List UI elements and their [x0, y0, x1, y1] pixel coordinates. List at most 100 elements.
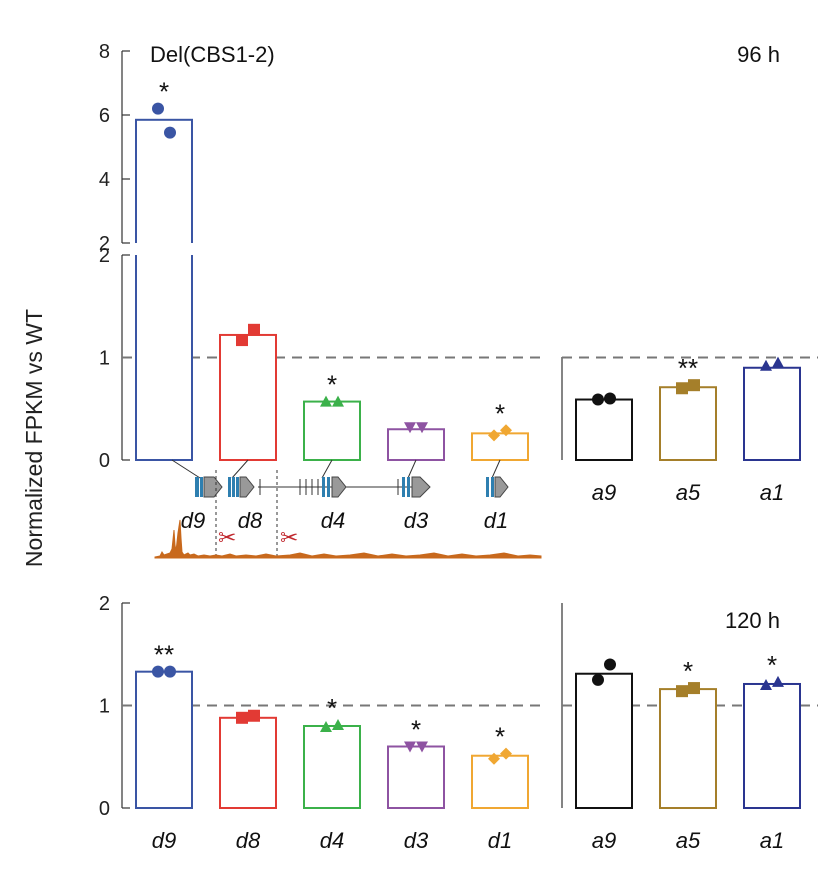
p1-ytick-lower-0: 0 — [99, 450, 110, 472]
coverage-track — [154, 519, 542, 559]
p1-ytick-lower-2: 2 — [99, 245, 110, 267]
point-d9-p2-1 — [152, 665, 164, 678]
bar-d9-p2 — [135, 670, 193, 809]
p2-ytick-0: 0 — [99, 798, 110, 820]
category-label-a9-p2: a9 — [592, 828, 616, 853]
point-d4-p2-1 — [320, 721, 332, 733]
axis-break-gap — [133, 243, 195, 255]
p1-ytick-upper-6: 6 — [99, 105, 110, 127]
point-d3-p1-1 — [404, 422, 416, 434]
category-label-a1-p1: a1 — [760, 480, 784, 505]
bar-a9-p1 — [575, 398, 633, 461]
point-a9-p1-1 — [592, 393, 604, 406]
point-a1-p1-1 — [760, 359, 772, 371]
significance-d9-p2: ** — [154, 640, 174, 670]
bar-a5-p1 — [659, 386, 717, 462]
bar-d1-p1 — [471, 432, 529, 462]
p1-ytick-upper-2: 2 — [99, 233, 110, 255]
point-d9-p1-1 — [152, 102, 164, 115]
category-label-a5-p2: a5 — [676, 828, 701, 853]
category-label-d9-p2: d9 — [152, 828, 176, 853]
scissors-icon: ✂ — [218, 525, 236, 550]
gene-d1 — [486, 476, 509, 498]
bar-a1-p2 — [743, 682, 801, 809]
gene-d4 — [299, 476, 347, 498]
point-a5-p1-2 — [688, 379, 700, 392]
point-d4-p1-2 — [332, 395, 344, 407]
point-d8-p2-2 — [248, 709, 260, 722]
point-d8-p2-1 — [236, 711, 248, 724]
p1-ytick-upper-8: 8 — [99, 41, 110, 63]
point-d9-p2-2 — [164, 665, 176, 678]
category-label-d1-p2: d1 — [488, 828, 512, 853]
panel-time-96h: 96 h — [737, 42, 780, 67]
point-a9-p1-2 — [604, 392, 616, 405]
point-d4-p2-2 — [332, 718, 344, 730]
locus-label-d1: d1 — [484, 508, 508, 533]
gene-d8 — [228, 476, 261, 498]
p2-ytick-1: 1 — [99, 696, 110, 718]
locus-label-d9: d9 — [181, 508, 205, 533]
significance-d9-p1: * — [159, 77, 169, 107]
significance-d1-p1: * — [495, 398, 505, 428]
bar-a9-p2 — [575, 672, 633, 809]
point-d8-p1-2 — [248, 323, 260, 336]
gene-locus-diagram: d9 d8 d4 d3 d1 ✂ ✂ — [154, 459, 542, 559]
y-axis-label: Normalized FPKM vs WT — [21, 309, 47, 567]
bar-d4-p2 — [303, 725, 361, 809]
connector-d8 — [231, 459, 249, 479]
connector-d9 — [171, 459, 201, 479]
locus-label-d4: d4 — [321, 508, 345, 533]
significance-d1-p2: * — [495, 722, 505, 752]
category-label-a5-p1: a5 — [676, 480, 701, 505]
significance-d4-p1: * — [327, 370, 337, 400]
bars — [133, 118, 801, 809]
scissors-icon: ✂ — [280, 525, 298, 550]
point-a1-p2-1 — [760, 679, 772, 690]
locus-label-d3: d3 — [404, 508, 429, 533]
point-d9-p1-2 — [164, 126, 176, 139]
point-d8-p1-1 — [236, 334, 248, 347]
point-a5-p1-1 — [676, 382, 688, 395]
panel-title-del-cbs: Del(CBS1-2) — [150, 42, 275, 67]
significance-a1-p2: * — [767, 650, 777, 680]
bar-d8-p1 — [219, 333, 277, 462]
point-a1-p2-2 — [772, 675, 784, 687]
panel-time-120h: 120 h — [725, 608, 780, 633]
point-d1-p1-1 — [488, 429, 500, 442]
locus-label-d8: d8 — [238, 508, 263, 533]
gene-d9 — [195, 476, 223, 498]
point-d3-p2-1 — [404, 741, 416, 753]
category-labels: a9 a5 a1 d9 d8 d4 d3 d1 a9 a5 a1 — [152, 480, 784, 853]
point-d3-p2-2 — [416, 741, 428, 753]
point-d1-p1-2 — [500, 424, 512, 437]
connector-d3 — [407, 459, 417, 479]
point-d1-p2-2 — [500, 747, 512, 760]
significance-d4-p2: * — [327, 693, 337, 723]
category-label-d8-p2: d8 — [236, 828, 261, 853]
significance-a5-p2: * — [683, 656, 693, 686]
significance-marks: ********* ** * — [154, 77, 777, 752]
connector-d4 — [321, 459, 333, 479]
point-a9-p2-1 — [592, 673, 604, 686]
point-d1-p2-1 — [488, 752, 500, 765]
significance-d3-p2: * — [411, 715, 421, 745]
data-points — [152, 102, 784, 765]
category-label-d4-p2: d4 — [320, 828, 344, 853]
p2-ytick-2: 2 — [99, 593, 110, 615]
p1-ytick-lower-1: 1 — [99, 348, 110, 370]
p1-ytick-upper-4: 4 — [99, 169, 110, 191]
bar-d4-p1 — [303, 400, 361, 462]
bar-d9-p1 — [135, 118, 193, 462]
bar-a1-p1 — [743, 366, 801, 461]
point-a9-p2-2 — [604, 658, 616, 671]
bar-d3-p2 — [387, 745, 445, 809]
significance-a5-p1: ** — [678, 353, 698, 383]
gene-d3 — [397, 476, 431, 498]
point-a1-p1-2 — [772, 356, 784, 368]
category-label-d3-p2: d3 — [404, 828, 429, 853]
bar-d3-p1 — [387, 428, 445, 461]
category-label-a9-p1: a9 — [592, 480, 616, 505]
point-d3-p1-2 — [416, 422, 428, 434]
